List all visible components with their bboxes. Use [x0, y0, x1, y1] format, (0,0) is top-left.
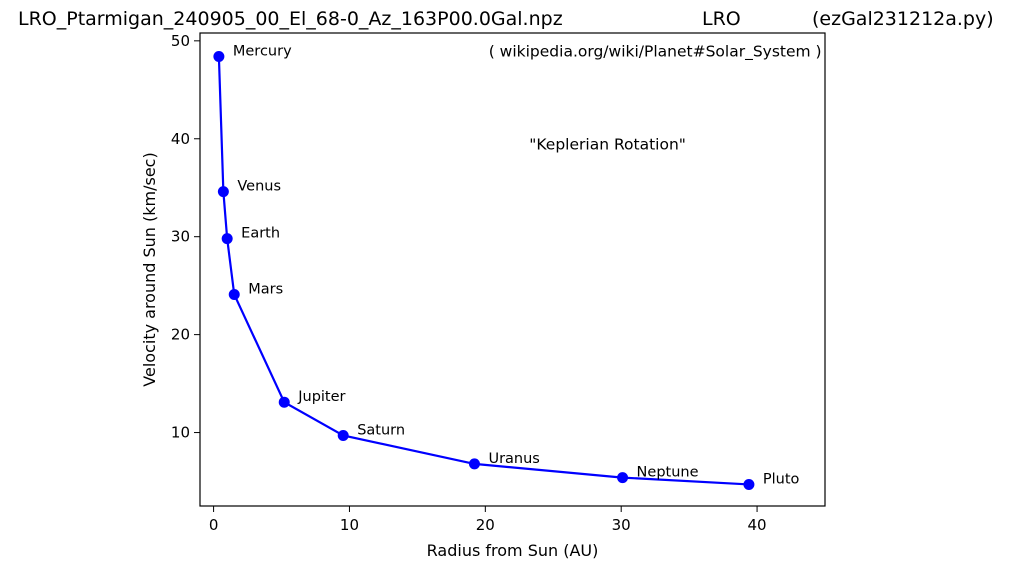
x-tick-label: 30	[612, 516, 631, 534]
x-tick-label: 0	[209, 516, 219, 534]
y-axis-label: Velocity around Sun (km/sec)	[140, 152, 159, 386]
x-axis-label: Radius from Sun (AU)	[427, 541, 599, 560]
data-point	[217, 186, 229, 198]
y-tick-label: 10	[171, 424, 190, 442]
y-axis-ticks: 10 20 30 40 50	[171, 32, 200, 442]
point-label: Pluto	[763, 471, 800, 487]
x-tick-label: 20	[476, 516, 495, 534]
point-label: Mars	[248, 281, 283, 297]
plot-frame	[199, 32, 826, 507]
data-point	[617, 472, 629, 484]
header-telescope: LRO	[702, 8, 741, 30]
data-point	[468, 458, 480, 470]
header-filename: LRO_Ptarmigan_240905_00_El_68-0_Az_163P0…	[18, 8, 563, 30]
point-label: Saturn	[357, 422, 405, 438]
x-tick-label: 40	[748, 516, 767, 534]
point-label: Mercury	[233, 44, 292, 60]
series-line	[217, 56, 749, 486]
data-point	[743, 478, 755, 490]
chart-annotation: "Keplerian Rotation"	[529, 136, 686, 154]
point-label: Neptune	[637, 465, 699, 481]
y-tick-label: 50	[171, 32, 190, 50]
data-point	[213, 51, 225, 63]
data-point	[278, 396, 290, 408]
chart-series: Mercury Venus Earth Mars Jupiter Saturn Uranus…	[213, 44, 800, 490]
point-label: Uranus	[488, 451, 539, 467]
header-script: (ezGal231212a.py)	[812, 8, 994, 30]
y-tick-label: 40	[171, 130, 190, 148]
chart-annotations: ( wikipedia.org/wiki/Planet#Solar_System…	[489, 43, 822, 154]
data-point	[221, 233, 233, 245]
chart-annotation: ( wikipedia.org/wiki/Planet#Solar_System…	[489, 43, 822, 62]
point-label: Jupiter	[297, 389, 345, 405]
x-tick-label: 10	[340, 516, 359, 534]
point-label: Venus	[237, 179, 281, 195]
data-point	[228, 288, 240, 300]
y-tick-label: 20	[171, 326, 190, 344]
data-point	[337, 429, 349, 441]
point-label: Earth	[241, 226, 280, 242]
x-axis-ticks: 0 10 20 30 40	[209, 506, 767, 534]
y-tick-label: 30	[171, 228, 190, 246]
